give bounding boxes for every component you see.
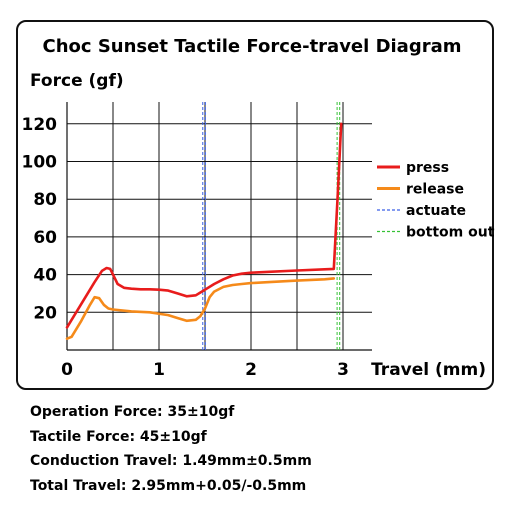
series-lines (65, 122, 343, 340)
specs-list: Operation Force: 35±10gf Tactile Force: … (30, 400, 312, 498)
y-tick-label-80: 80 (33, 190, 57, 210)
legend-label-actuate: actuate (406, 203, 466, 219)
y-axis-label: Force (gf) (30, 71, 124, 91)
operation-force-text: Operation Force: 35±10gf (30, 404, 235, 420)
x-tick-label-0: 0 (61, 360, 73, 380)
legend-label-release: release (406, 182, 464, 198)
chart-card (16, 20, 494, 390)
tactile-force-text: Tactile Force: 45±10gf (30, 428, 207, 445)
force-travel-chart: Choc Sunset Tactile Force-travel Diagram… (22, 36, 495, 380)
y-tick-label-60: 60 (33, 228, 57, 248)
total-travel-text: Total Travel: 2.95mm+0.05/-0.5mm (30, 477, 307, 494)
x-tick-label-2: 2 (245, 360, 257, 380)
y-tick-label-100: 100 (22, 153, 58, 173)
y-tick-label-40: 40 (33, 266, 57, 286)
legend-label-bottom-out: bottom out (406, 225, 495, 241)
legend: press release actuate bottom out (377, 160, 495, 241)
y-tick-label-120: 120 (22, 115, 58, 135)
x-tick-label-3: 3 (337, 360, 349, 380)
y-tick-label-20: 20 (33, 303, 57, 323)
chart-title: Choc Sunset Tactile Force-travel Diagram (43, 36, 462, 57)
grid (66, 102, 372, 351)
x-axis-label: Travel (mm) (371, 360, 486, 380)
legend-label-press: press (406, 160, 449, 176)
x-tick-label-1: 1 (153, 360, 165, 380)
tick-labels: 20 40 60 80 100 120 0 1 2 3 (22, 115, 349, 380)
series-line-press (65, 122, 343, 329)
series-line-release (65, 277, 336, 340)
conduction-travel-text: Conduction Travel: 1.49mm±0.5mm (30, 453, 312, 469)
